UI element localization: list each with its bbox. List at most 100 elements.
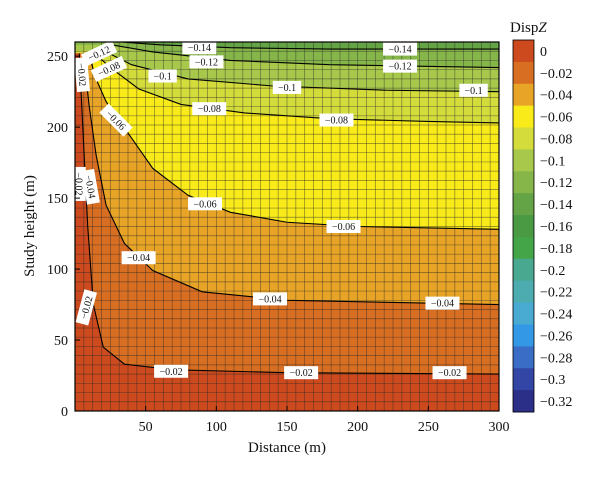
colorbar-swatch [513, 149, 534, 172]
x-tick-label: 100 [206, 420, 227, 435]
colorbar-tick-label: −0.16 [540, 220, 572, 235]
contour-label-box [72, 166, 86, 201]
x-axis-label: Distance (m) [248, 440, 326, 456]
y-tick-label: 250 [47, 50, 68, 65]
contour-label-text: −0.14 [188, 43, 211, 54]
colorbar-title: DispZ [510, 20, 547, 36]
contour-label: −0.12 [383, 59, 418, 73]
plot-grid [75, 42, 499, 411]
colorbar-swatch [513, 346, 534, 369]
contour-label-text: −0.02 [290, 368, 313, 379]
contour-label: −0.02 [72, 166, 86, 201]
contour-label-box [154, 364, 189, 378]
colorbar-tick-label: −0.32 [540, 395, 572, 410]
contour-label: −0.08 [192, 102, 227, 116]
y-tick-label: 150 [47, 192, 68, 207]
contour-label-text: −0.04 [431, 299, 454, 310]
y-tick-label: 0 [61, 405, 68, 420]
contour-label-text: −0.12 [195, 57, 218, 68]
colorbar-swatch [513, 215, 534, 238]
y-tick-label: 50 [54, 334, 68, 349]
colorbar-tick-label: −0.04 [540, 89, 572, 104]
x-axis: 50 100 150 200 250 300 [139, 406, 510, 435]
contour-label: −0.04 [121, 251, 156, 265]
contour-label-text: −0.04 [82, 175, 97, 200]
contour-label-box [432, 366, 467, 380]
contour-label-box [188, 197, 223, 211]
contour-label-text: −0.1 [278, 83, 296, 94]
contour-label-box [75, 289, 97, 326]
contour-label-text: −0.06 [193, 199, 216, 210]
contour-label-box [326, 220, 361, 233]
colorbar-title-var: Z [538, 20, 547, 36]
contour-label-text: −0.02 [73, 172, 84, 195]
colorbar-tick-label: −0.1 [540, 154, 565, 169]
colorbar-swatch [513, 368, 534, 391]
contour-label-text: −0.12 [388, 62, 411, 73]
contour-label: −0.04 [81, 168, 100, 205]
contour-label: −0.12 [189, 55, 224, 69]
y-tick-label: 100 [47, 263, 68, 278]
contour-label-box [148, 69, 177, 83]
contour-label-text: −0.08 [198, 104, 221, 115]
colorbar-frame [512, 39, 535, 413]
contour-label-box [80, 40, 118, 67]
colorbar-tick-label: −0.2 [540, 264, 565, 279]
y-tick-label: 200 [47, 121, 68, 136]
colorbar-tick-label: −0.22 [540, 286, 572, 301]
contour-labels: −0.14 −0.14−0.12 −0.12 −0.12−0.1−0.1 −0.1−0.… [72, 40, 488, 380]
contour-label-box [192, 102, 227, 116]
contour-label: −0.1 [459, 83, 488, 97]
contour-label-text: −0.1 [154, 72, 172, 83]
contour-label-box [272, 80, 302, 94]
colorbar-tick-label: −0.24 [540, 308, 572, 323]
colorbar-tick-label: −0.14 [540, 198, 572, 213]
x-tick-label: 300 [489, 420, 510, 435]
x-tick-label: 200 [347, 420, 368, 435]
contour-label-box [99, 103, 133, 137]
contour-label: −0.1 [272, 80, 302, 94]
contour-label-text: −0.1 [464, 86, 482, 97]
contour-label-box [81, 168, 100, 205]
contour-line [88, 53, 499, 230]
colorbar-swatch [513, 83, 534, 107]
colorbar-tick-label: −0.06 [540, 111, 572, 126]
contour-label-box [189, 55, 224, 69]
contour-label: −0.04 [425, 296, 460, 310]
x-tick-label: 150 [277, 420, 298, 435]
contour-label-box [182, 41, 217, 55]
colorbar-swatch [513, 193, 534, 216]
colorbar-swatch [513, 280, 534, 303]
colorbar: 0 −0.02 −0.04 −0.06 −0.08 −0.1 −0.12 −0.14 −0.16… [512, 39, 572, 413]
colorbar-tick-label: 0 [540, 45, 547, 60]
colorbar-tick-label: −0.28 [540, 351, 572, 366]
contour-label: −0.14 [383, 42, 418, 56]
x-tick-label: 50 [139, 420, 153, 435]
contour-label-text: −0.02 [75, 63, 88, 87]
contour-label-box [383, 42, 418, 56]
contour-label-text: −0.06 [332, 222, 355, 233]
colorbar-tick-label: −0.02 [540, 67, 572, 82]
contour-label-box [383, 59, 418, 73]
contour-label: −0.02 [74, 57, 91, 93]
contour-label-box [284, 366, 319, 380]
contour-label: −0.1 [148, 69, 177, 83]
contour-label: −0.02 [432, 366, 467, 380]
colorbar-tick-label: −0.08 [540, 132, 572, 147]
contour-label: −0.06 [188, 197, 223, 211]
y-axis-label: Study height (m) [22, 175, 38, 277]
colorbar-tick-label: −0.18 [540, 242, 572, 257]
contour-label: −0.14 [182, 41, 217, 55]
colorbar-swatch [513, 236, 534, 260]
contour-label: −0.06 [326, 220, 361, 233]
contour-label: −0.04 [253, 292, 288, 306]
contour-label-box [459, 83, 488, 97]
contour-label: −0.08 [319, 113, 354, 127]
y-axis: 0 50 100 150 200 250 [47, 50, 80, 420]
colorbar-swatch [513, 324, 534, 347]
colorbar-swatch [513, 171, 534, 194]
contour-line [103, 50, 499, 93]
contour-label-text: −0.14 [388, 45, 411, 56]
contour-label-text: −0.04 [127, 253, 150, 264]
